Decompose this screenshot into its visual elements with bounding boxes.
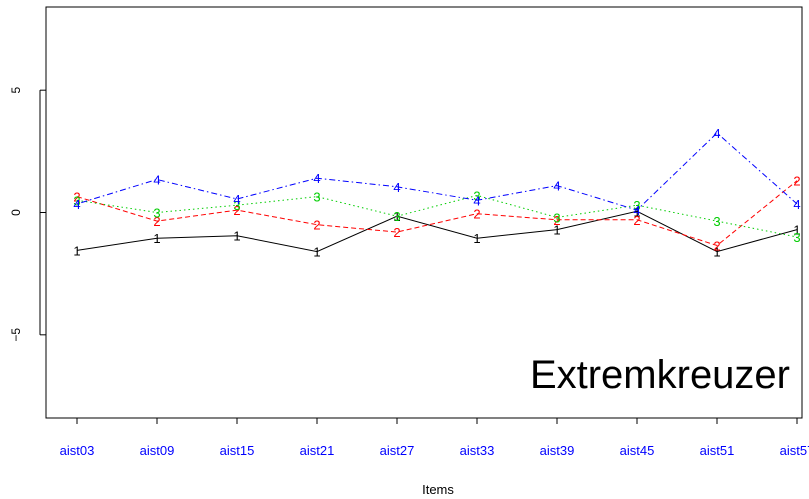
data-point-4: 4 <box>153 173 160 188</box>
x-tick-label: aist57 <box>780 443 809 458</box>
data-point-2: 2 <box>633 213 640 228</box>
x-tick-label: aist33 <box>460 443 495 458</box>
data-point-4: 4 <box>713 126 720 141</box>
series-line-1 <box>76 210 798 253</box>
data-point-1: 1 <box>793 223 800 238</box>
y-tick-label: 5 <box>9 87 23 94</box>
series-line-4 <box>76 132 798 211</box>
data-point-4: 4 <box>73 197 80 212</box>
x-axis: aist03 aist09 aist15 aist21 aist27 aist33 aist… <box>60 418 809 458</box>
x-axis-label: Items <box>422 482 454 497</box>
data-point-3: 3 <box>713 214 720 229</box>
data-point-3: 3 <box>793 230 800 245</box>
data-point-2: 2 <box>233 203 240 218</box>
data-point-1: 1 <box>713 245 720 260</box>
x-tick-label: aist39 <box>540 443 575 458</box>
y-axis: −5 0 5 <box>9 87 46 342</box>
data-point-1: 1 <box>73 243 80 258</box>
data-point-3: 3 <box>393 209 400 224</box>
data-point-3: 3 <box>553 210 560 225</box>
series-line-3 <box>76 194 798 238</box>
data-point-4: 4 <box>793 197 800 212</box>
data-point-3: 3 <box>473 188 480 203</box>
data-point-2: 2 <box>473 207 480 222</box>
data-point-4: 4 <box>473 193 480 208</box>
series-4: 4 4 4 4 4 4 4 4 4 4 <box>73 126 800 218</box>
data-point-4: 4 <box>553 179 560 194</box>
series-3: 3 3 3 3 3 3 3 3 3 3 <box>73 188 800 245</box>
data-point-2: 2 <box>393 225 400 240</box>
data-point-2: 2 <box>313 218 320 233</box>
data-point-3: 3 <box>153 206 160 221</box>
data-point-1: 1 <box>153 231 160 246</box>
data-point-4: 4 <box>393 180 400 195</box>
data-point-2: 2 <box>793 174 800 189</box>
x-tick-label: aist15 <box>220 443 255 458</box>
data-point-1: 1 <box>553 223 560 238</box>
series-line-2 <box>76 180 798 247</box>
data-point-1: 1 <box>633 204 640 219</box>
chart-annotation: Extremkreuzer <box>530 353 790 397</box>
series-2: 2 2 2 2 2 2 2 2 2 2 <box>73 174 800 254</box>
x-tick-label: aist45 <box>620 443 655 458</box>
data-point-1: 1 <box>313 245 320 260</box>
data-point-2: 2 <box>553 213 560 228</box>
data-point-3: 3 <box>233 198 240 213</box>
x-tick-label: aist21 <box>300 443 335 458</box>
data-point-2: 2 <box>73 190 80 205</box>
data-point-3: 3 <box>633 198 640 213</box>
data-point-4: 4 <box>233 192 240 207</box>
data-point-3: 3 <box>313 190 320 205</box>
y-tick-label: 0 <box>9 209 23 216</box>
data-point-4: 4 <box>633 203 640 218</box>
y-tick-label: −5 <box>9 328 23 342</box>
data-point-2: 2 <box>713 239 720 254</box>
data-point-1: 1 <box>233 229 240 244</box>
data-point-1: 1 <box>473 231 480 246</box>
x-tick-label: aist51 <box>700 443 735 458</box>
x-tick-label: aist27 <box>380 443 415 458</box>
x-tick-label: aist03 <box>60 443 95 458</box>
x-tick-label: aist09 <box>140 443 175 458</box>
data-point-3: 3 <box>73 193 80 208</box>
data-point-4: 4 <box>313 171 320 186</box>
data-point-2: 2 <box>153 214 160 229</box>
